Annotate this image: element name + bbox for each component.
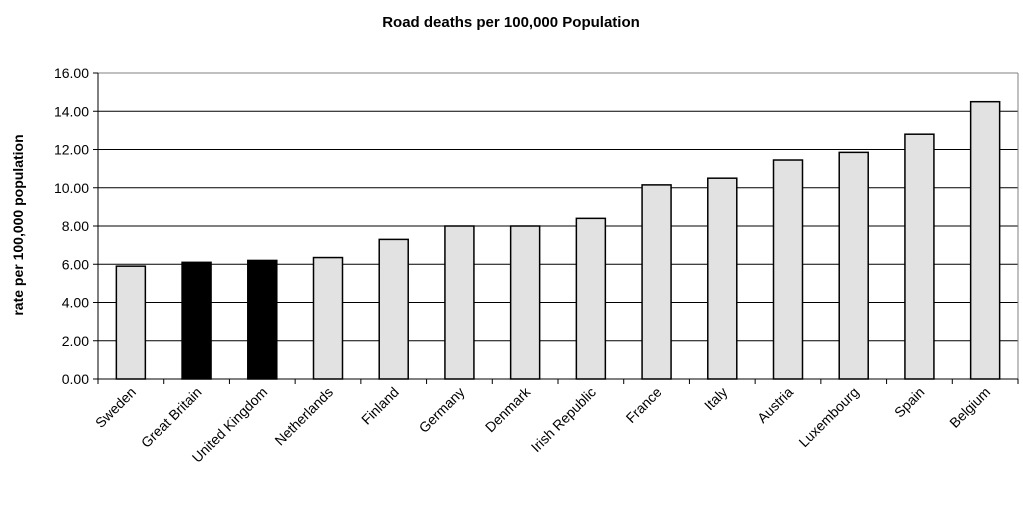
y-tick-label: 0.00 bbox=[62, 371, 89, 387]
y-tick-label: 6.00 bbox=[62, 256, 89, 272]
x-tick-label: Sweden bbox=[92, 384, 139, 431]
x-tick-label: Belgium bbox=[946, 384, 993, 431]
bar-italy bbox=[707, 177, 738, 380]
y-tick-label: 8.00 bbox=[62, 218, 89, 234]
bar-belgium bbox=[969, 100, 1001, 380]
bar-finland bbox=[378, 238, 409, 380]
chart-title: Road deaths per 100,000 Population bbox=[382, 14, 640, 31]
y-tick-label: 12.00 bbox=[54, 142, 89, 158]
x-tick-label: Spain bbox=[891, 384, 928, 421]
x-tick-label: Germany bbox=[416, 384, 468, 436]
bar-germany bbox=[444, 225, 475, 380]
x-tick-label: Great Britain bbox=[138, 384, 205, 451]
bar-france bbox=[641, 184, 672, 380]
x-tick-label: Finland bbox=[358, 384, 402, 428]
y-tick-label: 2.00 bbox=[62, 333, 89, 349]
x-tick-label: Luxembourg bbox=[795, 384, 861, 450]
bars bbox=[115, 100, 1001, 380]
bar-denmark bbox=[509, 225, 541, 380]
bar-spain bbox=[904, 133, 935, 380]
x-tick-label: France bbox=[623, 384, 665, 426]
x-tick-label: Italy bbox=[701, 384, 730, 413]
x-tick-label: Irish Republic bbox=[528, 384, 599, 455]
bar-luxembourg bbox=[838, 151, 869, 380]
y-tick-label: 4.00 bbox=[62, 295, 89, 311]
y-tick-label: 10.00 bbox=[54, 180, 89, 196]
bar-austria bbox=[772, 159, 804, 380]
y-tick-labels: 0.00 2.00 4.00 6.00 8.00 10.00 12.00 14.00 16.00 bbox=[54, 65, 89, 387]
y-tick-label: 16.00 bbox=[54, 65, 89, 81]
x-tick-label: Netherlands bbox=[271, 384, 336, 449]
y-axis-label: rate per 100,000 population bbox=[10, 134, 26, 315]
bar-united-kingdom bbox=[247, 259, 278, 380]
gridlines bbox=[98, 72, 1018, 342]
bar-great-britain bbox=[181, 261, 212, 380]
bar-netherlands bbox=[312, 256, 344, 380]
x-tick-label: Denmark bbox=[482, 383, 534, 435]
x-tick-label: Austria bbox=[754, 384, 796, 426]
bar-sweden bbox=[115, 265, 147, 380]
y-tick-label: 14.00 bbox=[54, 103, 89, 119]
bar-irish-republic bbox=[575, 217, 607, 380]
axes bbox=[93, 72, 1019, 384]
